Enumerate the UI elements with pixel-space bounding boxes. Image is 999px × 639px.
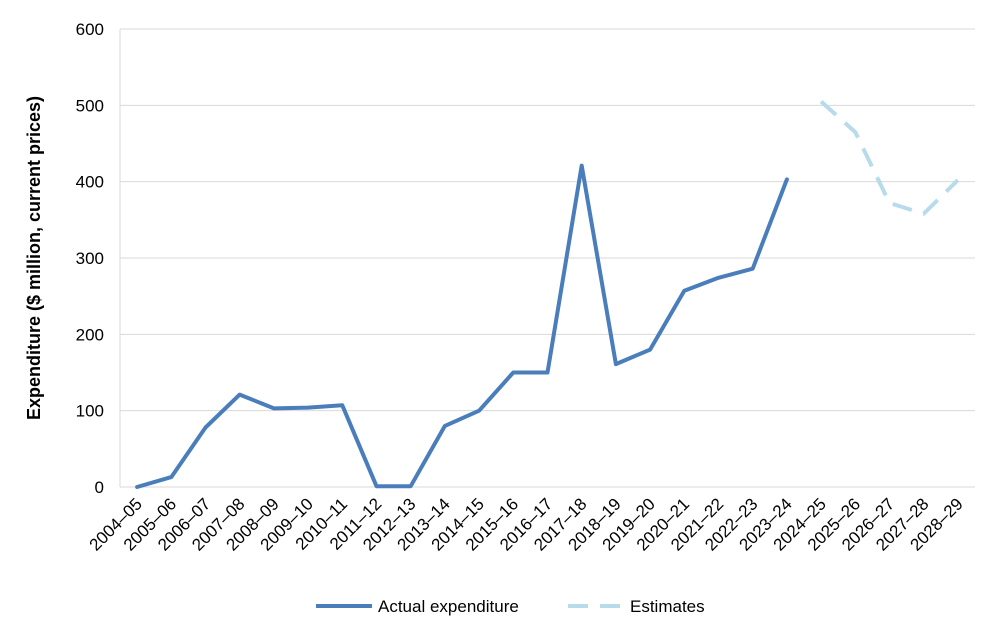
y-tick-label: 100 <box>76 402 104 421</box>
legend-label: Estimates <box>630 597 705 616</box>
y-tick-label: 600 <box>76 20 104 39</box>
y-tick-label: 0 <box>95 478 104 497</box>
axes <box>119 29 975 488</box>
series-lines <box>135 100 960 489</box>
legend: Actual expenditure Estimates <box>316 597 705 616</box>
y-tick-label: 300 <box>76 249 104 268</box>
gridlines <box>120 28 975 412</box>
series-line-actual <box>135 163 789 489</box>
y-tick-label: 200 <box>76 325 104 344</box>
y-tick-label: 400 <box>76 173 104 192</box>
y-tick-labels: 0 100 200 300 400 500 600 <box>76 20 104 497</box>
x-tick-labels: 2004–052005–062006–072007–082008–092009–… <box>86 494 967 554</box>
y-tick-label: 500 <box>76 96 104 115</box>
y-axis-title: Expenditure ($ million, current prices) <box>24 96 44 420</box>
legend-label: Actual expenditure <box>378 597 519 616</box>
series-line-estimates <box>819 100 960 216</box>
